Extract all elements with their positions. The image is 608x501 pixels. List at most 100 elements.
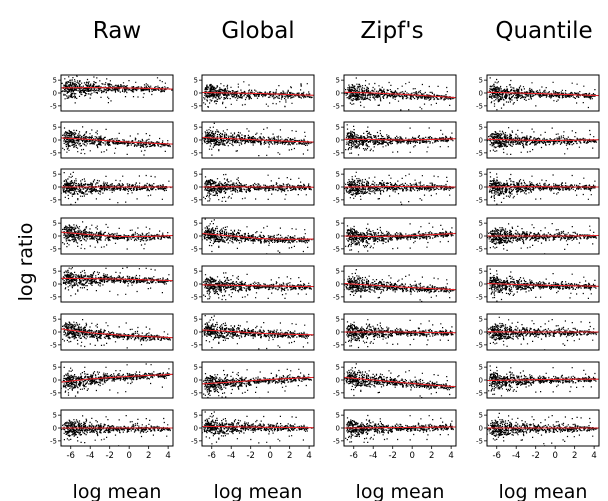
y-tick-label: 5: [479, 171, 483, 179]
y-tick-label: -5: [476, 389, 483, 397]
y-tick-label: 0: [53, 89, 57, 97]
y-tick-label: 0: [479, 280, 483, 288]
x-tick-label: 2: [146, 451, 151, 461]
y-tick-label: 5: [194, 220, 198, 228]
y-tick-label: 5: [53, 124, 57, 132]
loess-trend-line: [61, 373, 173, 383]
y-tick-label: 5: [336, 316, 340, 324]
x-axis-title: log mean: [214, 481, 303, 501]
y-tick-label: 0: [194, 232, 198, 240]
y-tick-label: 0: [53, 136, 57, 144]
loess-trend-line: [344, 138, 456, 141]
y-tick-label: -5: [50, 389, 57, 397]
y-tick-label: -5: [50, 245, 57, 253]
y-tick-label: 0: [194, 328, 198, 336]
x-tick-label: 0: [409, 451, 414, 461]
y-tick-label: 5: [336, 124, 340, 132]
ma-panel-r6-c1: 5 0 -5: [50, 313, 174, 351]
loess-trend-line: [202, 329, 314, 336]
y-tick-label: 0: [194, 89, 198, 97]
y-tick-label: 0: [53, 328, 57, 336]
ma-panel-r8-c4: 5 0 -5 -6 -4 -2 0 2 4: [476, 409, 600, 461]
y-tick-label: -5: [50, 102, 57, 110]
y-tick-label: 0: [194, 136, 198, 144]
ma-panel-r8-c3: 5 0 -5 -6 -4 -2 0 2 4: [333, 409, 457, 461]
loess-trend-line: [202, 284, 314, 288]
x-tick-label: -6: [207, 451, 215, 461]
y-tick-label: -5: [476, 149, 483, 157]
x-tick-label: 4: [306, 451, 311, 461]
y-tick-label: 0: [479, 232, 483, 240]
y-axis-title: log ratio: [15, 223, 37, 302]
x-tick-label: 4: [448, 451, 453, 461]
loess-trend-line: [487, 91, 599, 97]
y-tick-label: 5: [194, 268, 198, 276]
y-tick-label: 0: [479, 424, 483, 432]
y-tick-label: 0: [53, 183, 57, 191]
ma-panel-r5-c4: 5 0 -5: [476, 265, 600, 303]
scatter-points: [61, 171, 172, 205]
scatter-points: [344, 269, 455, 302]
loess-trend-line: [202, 376, 314, 385]
x-tick-label: -4: [512, 451, 520, 461]
loess-trend-line: [202, 232, 314, 240]
scatter-points: [487, 412, 598, 446]
y-tick-label: -5: [476, 245, 483, 253]
loess-trend-line: [61, 328, 173, 339]
x-tick-label: -6: [66, 451, 74, 461]
scatter-points: [202, 218, 313, 254]
loess-trend-line: [487, 378, 599, 382]
loess-trend-line: [344, 282, 456, 291]
ma-panel-r5-c1: 5 0 -5: [50, 265, 174, 303]
y-tick-label: -5: [191, 341, 198, 349]
ma-panel-r2-c4: 5 0 -5: [476, 121, 600, 159]
loess-trend-line: [61, 277, 173, 282]
y-tick-label: 0: [336, 183, 340, 191]
scatter-points: [61, 319, 171, 349]
scatter-points: [203, 272, 312, 301]
y-tick-label: -5: [333, 196, 340, 204]
y-tick-label: 5: [336, 220, 340, 228]
x-tick-label: 2: [287, 451, 292, 461]
ma-panel-r7-c1: 5 0 -5: [50, 361, 174, 399]
column-title: Quantile: [495, 18, 592, 44]
ma-panel-r7-c2: 5 0 -5: [191, 361, 315, 399]
ma-panel-r6-c4: 5 0 -5: [476, 313, 600, 351]
y-tick-label: 0: [479, 136, 483, 144]
x-tick-label: 2: [429, 451, 434, 461]
y-tick-label: -5: [50, 293, 57, 301]
loess-trend-line: [344, 331, 456, 334]
scatter-points: [61, 266, 172, 297]
panel-frame: [60, 265, 174, 303]
y-tick-label: 5: [194, 412, 198, 420]
ma-panel-r1-c1: 5 0 -5: [50, 74, 174, 112]
ma-panel-r2-c3: 5 0 -5: [333, 121, 457, 159]
scatter-points: [487, 223, 597, 254]
loess-trend-line: [487, 138, 599, 142]
ma-panel-r3-c3: 5 0 -5: [333, 168, 457, 206]
y-tick-label: -5: [476, 196, 483, 204]
y-tick-label: 5: [194, 171, 198, 179]
loess-trend-line: [202, 136, 314, 143]
loess-trend-line: [61, 231, 173, 238]
y-tick-label: 5: [336, 77, 340, 85]
scatter-points: [487, 316, 598, 350]
y-tick-label: 5: [53, 220, 57, 228]
x-tick-label: -2: [531, 451, 539, 461]
ma-panel-r8-c1: 5 0 -5 -6 -4 -2 0 2 4: [50, 409, 174, 461]
y-tick-label: -5: [333, 245, 340, 253]
y-tick-label: -5: [191, 293, 198, 301]
x-axis-title: log mean: [73, 481, 162, 501]
y-tick-label: -5: [191, 437, 198, 445]
ma-panel-r7-c4: 5 0 -5: [476, 361, 600, 399]
y-tick-label: 5: [194, 316, 198, 324]
y-tick-label: 0: [336, 89, 340, 97]
scatter-points: [202, 81, 313, 109]
scatter-points: [203, 368, 312, 398]
y-tick-label: 0: [194, 424, 198, 432]
column-title: Zipf's: [360, 18, 423, 44]
ma-panel-r4-c3: 5 0 -5: [333, 217, 457, 255]
x-tick-label: -2: [388, 451, 396, 461]
x-tick-label: -4: [227, 451, 235, 461]
y-tick-label: 5: [194, 364, 198, 372]
